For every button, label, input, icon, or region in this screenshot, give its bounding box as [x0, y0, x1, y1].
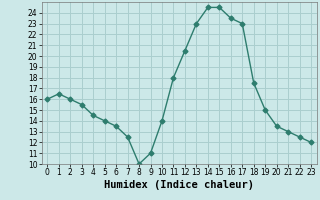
X-axis label: Humidex (Indice chaleur): Humidex (Indice chaleur) — [104, 180, 254, 190]
